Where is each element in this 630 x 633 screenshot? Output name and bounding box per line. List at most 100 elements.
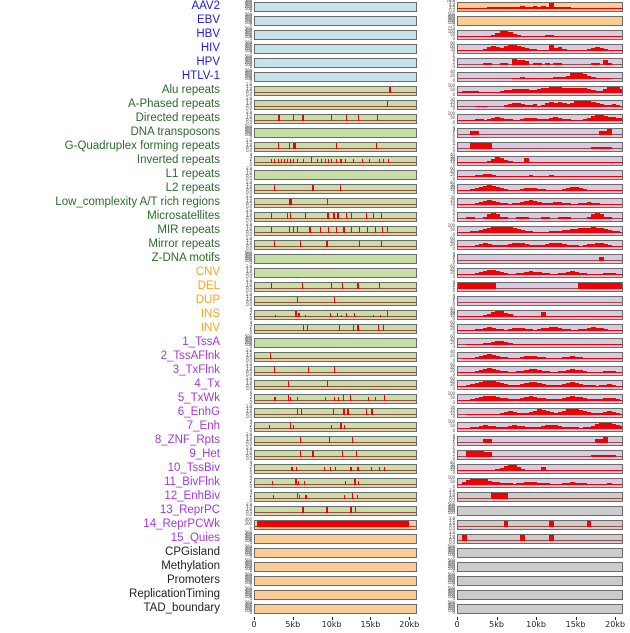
right-plot-panel[interactable] <box>457 574 623 588</box>
left-plot-area[interactable] <box>254 16 417 26</box>
right-plot-panel[interactable] <box>457 434 623 448</box>
right-plot-panel[interactable] <box>457 308 623 322</box>
right-plot-panel[interactable] <box>457 98 623 112</box>
right-plot-area[interactable] <box>457 296 623 306</box>
right-plot-panel[interactable] <box>457 420 623 434</box>
right-plot-panel[interactable] <box>457 112 623 126</box>
right-plot-area[interactable] <box>457 604 623 614</box>
right-plot-area[interactable] <box>457 408 623 418</box>
right-plot-area[interactable] <box>457 338 623 348</box>
left-plot-panel[interactable] <box>254 42 417 56</box>
left-plot-area[interactable] <box>254 44 417 54</box>
left-plot-area[interactable] <box>254 170 417 180</box>
right-plot-panel[interactable] <box>457 182 623 196</box>
right-plot-panel[interactable] <box>457 560 623 574</box>
left-plot-panel[interactable] <box>254 364 417 378</box>
left-plot-area[interactable] <box>254 100 417 110</box>
right-plot-area[interactable] <box>457 226 623 236</box>
right-plot-area[interactable] <box>457 100 623 110</box>
right-plot-area[interactable] <box>457 562 623 572</box>
right-plot-panel[interactable] <box>457 448 623 462</box>
left-plot-area[interactable] <box>254 198 417 208</box>
right-plot-panel[interactable] <box>457 28 623 42</box>
left-plot-panel[interactable] <box>254 518 417 532</box>
left-plot-panel[interactable] <box>254 56 417 70</box>
left-plot-panel[interactable] <box>254 70 417 84</box>
right-plot-panel[interactable] <box>457 504 623 518</box>
right-plot-panel[interactable] <box>457 392 623 406</box>
right-plot-panel[interactable] <box>457 350 623 364</box>
left-plot-area[interactable] <box>254 520 417 530</box>
left-plot-panel[interactable] <box>254 532 417 546</box>
left-plot-area[interactable] <box>254 422 417 432</box>
left-plot-area[interactable] <box>254 324 417 334</box>
right-plot-panel[interactable] <box>457 518 623 532</box>
right-plot-area[interactable] <box>457 394 623 404</box>
left-plot-panel[interactable] <box>254 448 417 462</box>
left-plot-area[interactable] <box>254 394 417 404</box>
right-plot-panel[interactable] <box>457 406 623 420</box>
left-plot-panel[interactable] <box>254 238 417 252</box>
right-plot-area[interactable] <box>457 156 623 166</box>
right-plot-area[interactable] <box>457 534 623 544</box>
right-plot-area[interactable] <box>457 30 623 40</box>
left-plot-area[interactable] <box>254 604 417 614</box>
right-plot-area[interactable] <box>457 282 623 292</box>
left-plot-area[interactable] <box>254 226 417 236</box>
right-plot-panel[interactable] <box>457 364 623 378</box>
right-plot-panel[interactable] <box>457 490 623 504</box>
right-plot-area[interactable] <box>457 422 623 432</box>
left-plot-area[interactable] <box>254 282 417 292</box>
left-plot-panel[interactable] <box>254 112 417 126</box>
right-plot-area[interactable] <box>457 352 623 362</box>
left-plot-panel[interactable] <box>254 434 417 448</box>
left-plot-area[interactable] <box>254 548 417 558</box>
right-plot-area[interactable] <box>457 184 623 194</box>
right-plot-panel[interactable] <box>457 294 623 308</box>
right-plot-area[interactable] <box>457 240 623 250</box>
right-plot-panel[interactable] <box>457 280 623 294</box>
right-plot-panel[interactable] <box>457 546 623 560</box>
right-plot-area[interactable] <box>457 16 623 26</box>
left-plot-panel[interactable] <box>254 336 417 350</box>
left-plot-area[interactable] <box>254 338 417 348</box>
left-plot-panel[interactable] <box>254 168 417 182</box>
left-plot-panel[interactable] <box>254 420 417 434</box>
right-plot-area[interactable] <box>457 506 623 516</box>
left-plot-area[interactable] <box>254 310 417 320</box>
right-plot-panel[interactable] <box>457 154 623 168</box>
left-plot-area[interactable] <box>254 72 417 82</box>
left-plot-panel[interactable] <box>254 154 417 168</box>
left-plot-panel[interactable] <box>254 196 417 210</box>
right-plot-area[interactable] <box>457 478 623 488</box>
left-plot-panel[interactable] <box>254 462 417 476</box>
right-plot-area[interactable] <box>457 254 623 264</box>
right-plot-area[interactable] <box>457 324 623 334</box>
left-plot-panel[interactable] <box>254 574 417 588</box>
right-plot-panel[interactable] <box>457 322 623 336</box>
right-plot-panel[interactable] <box>457 378 623 392</box>
right-plot-panel[interactable] <box>457 476 623 490</box>
left-plot-area[interactable] <box>254 492 417 502</box>
right-plot-area[interactable] <box>457 310 623 320</box>
left-plot-area[interactable] <box>254 296 417 306</box>
left-plot-panel[interactable] <box>254 0 417 14</box>
right-plot-area[interactable] <box>457 268 623 278</box>
right-plot-area[interactable] <box>457 380 623 390</box>
left-plot-area[interactable] <box>254 590 417 600</box>
left-plot-area[interactable] <box>254 478 417 488</box>
left-plot-area[interactable] <box>254 408 417 418</box>
right-plot-panel[interactable] <box>457 126 623 140</box>
left-plot-panel[interactable] <box>254 588 417 602</box>
left-plot-panel[interactable] <box>254 210 417 224</box>
left-plot-area[interactable] <box>254 268 417 278</box>
right-plot-panel[interactable] <box>457 266 623 280</box>
left-plot-panel[interactable] <box>254 490 417 504</box>
left-plot-area[interactable] <box>254 128 417 138</box>
left-plot-area[interactable] <box>254 212 417 222</box>
left-plot-area[interactable] <box>254 450 417 460</box>
left-plot-area[interactable] <box>254 506 417 516</box>
left-plot-area[interactable] <box>254 352 417 362</box>
right-plot-area[interactable] <box>457 576 623 586</box>
right-plot-area[interactable] <box>457 450 623 460</box>
